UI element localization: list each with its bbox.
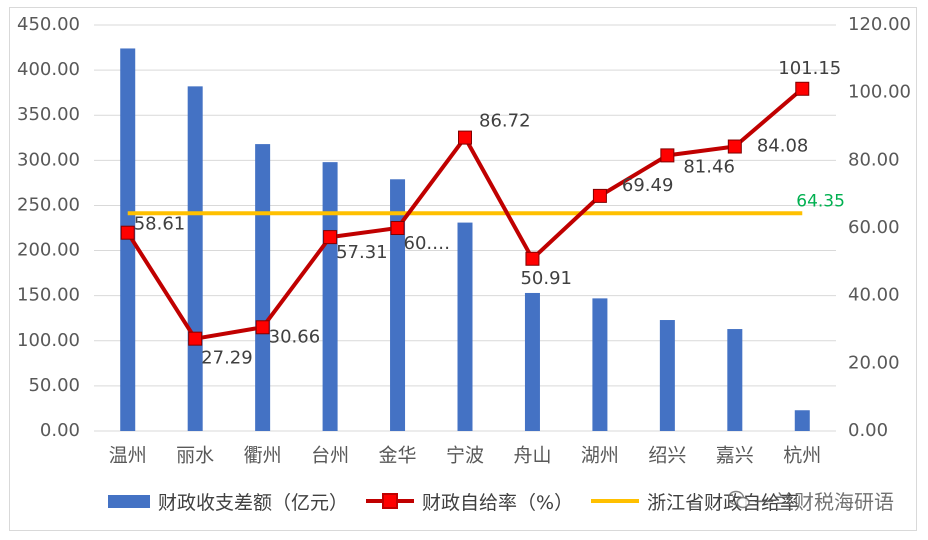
x-tick-label: 舟山 bbox=[513, 445, 551, 467]
y-left-tick-label: 0.00 bbox=[40, 420, 80, 441]
y-left-tick-label: 100.00 bbox=[17, 330, 80, 351]
ratio-marker bbox=[525, 251, 540, 266]
ratio-marker bbox=[323, 230, 338, 245]
watermark-text: 一兰财税海研语 bbox=[754, 489, 894, 514]
x-tick-label: 湖州 bbox=[581, 445, 619, 467]
x-tick-label: 丽水 bbox=[176, 445, 214, 467]
y-right-tick-label: 120.00 bbox=[848, 14, 911, 35]
y-left-tick-label: 150.00 bbox=[17, 285, 80, 306]
ratio-marker bbox=[188, 331, 203, 346]
ratio-data-label: 57.31 bbox=[336, 242, 388, 263]
bar bbox=[255, 144, 271, 432]
ratio-data-label: 86.72 bbox=[479, 111, 531, 132]
x-tick-label: 衢州 bbox=[244, 445, 282, 467]
x-tick-label: 温州 bbox=[109, 445, 147, 467]
x-tick-label: 嘉兴 bbox=[716, 445, 754, 467]
ratio-data-label: 58.61 bbox=[134, 214, 186, 235]
legend-swatch-bar bbox=[108, 494, 150, 508]
chart-frame bbox=[9, 7, 917, 531]
y-right-tick-label: 0.00 bbox=[848, 420, 888, 441]
ratio-marker bbox=[592, 188, 607, 203]
ratio-marker bbox=[660, 148, 675, 163]
ratio-marker bbox=[390, 221, 405, 235]
y-left-tick-label: 200.00 bbox=[17, 240, 80, 261]
ratio-marker bbox=[255, 320, 270, 335]
bar bbox=[524, 292, 540, 431]
ratio-data-label: 50.91 bbox=[520, 268, 572, 289]
ratio-data-label: 69.49 bbox=[622, 175, 674, 196]
y-left-tick-label: 300.00 bbox=[17, 149, 80, 170]
ratio-marker bbox=[795, 81, 810, 96]
bar bbox=[187, 86, 203, 432]
chart-legend: 财政收支差额（亿元） 财政自给率（%） 浙江省财政自给率 bbox=[108, 488, 817, 514]
legend-item-province: 浙江省财政自给率 bbox=[591, 488, 799, 515]
bar bbox=[120, 48, 136, 432]
ratio-data-label: 101.15 bbox=[778, 58, 841, 79]
ratio-data-label: 27.29 bbox=[201, 348, 253, 369]
y-left-tick-label: 50.00 bbox=[28, 375, 80, 396]
ratio-data-label: 84.08 bbox=[757, 136, 809, 157]
province-average-label: 64.35 bbox=[796, 191, 845, 211]
ratio-data-label: 81.46 bbox=[683, 156, 735, 177]
x-tick-label: 绍兴 bbox=[648, 445, 686, 467]
legend-swatch-province bbox=[591, 491, 640, 511]
wechat-icon bbox=[728, 490, 750, 509]
y-right-tick-label: 60.00 bbox=[848, 217, 900, 238]
ratio-marker bbox=[727, 139, 742, 154]
y-left-tick-label: 400.00 bbox=[17, 59, 80, 80]
y-left-tick-label: 450.00 bbox=[17, 14, 80, 35]
legend-item-bar: 财政收支差额（亿元） bbox=[108, 488, 348, 515]
legend-label-ratio: 财政自给率（%） bbox=[422, 491, 574, 514]
y-right-tick-label: 100.00 bbox=[848, 82, 911, 103]
y-left-tick-label: 250.00 bbox=[17, 194, 80, 215]
x-tick-label: 宁波 bbox=[446, 445, 484, 467]
y-right-tick-label: 20.00 bbox=[848, 352, 900, 373]
watermark: 一兰财税海研语 bbox=[728, 486, 894, 514]
x-tick-label: 杭州 bbox=[783, 445, 821, 467]
legend-swatch-ratio bbox=[366, 491, 415, 511]
x-tick-label: 金华 bbox=[379, 445, 417, 467]
ratio-data-label: 30.66 bbox=[269, 326, 321, 347]
x-tick-label: 台州 bbox=[311, 445, 349, 467]
bar bbox=[322, 162, 338, 432]
bar bbox=[457, 222, 473, 431]
legend-label-bar: 财政收支差额（亿元） bbox=[158, 491, 349, 514]
y-right-tick-label: 80.00 bbox=[848, 149, 900, 170]
ratio-marker bbox=[120, 225, 135, 240]
bar bbox=[727, 329, 743, 431]
bar bbox=[390, 179, 406, 431]
y-left-tick-label: 350.00 bbox=[17, 104, 80, 125]
bar bbox=[659, 320, 675, 431]
legend-item-ratio: 财政自给率（%） bbox=[366, 488, 573, 515]
ratio-data-label: 60.… bbox=[404, 233, 451, 254]
legend-label-province: 浙江省财政自给率 bbox=[647, 491, 800, 514]
bar bbox=[794, 410, 810, 431]
bar bbox=[592, 298, 608, 431]
y-right-tick-label: 40.00 bbox=[848, 285, 900, 306]
ratio-marker bbox=[458, 130, 472, 145]
